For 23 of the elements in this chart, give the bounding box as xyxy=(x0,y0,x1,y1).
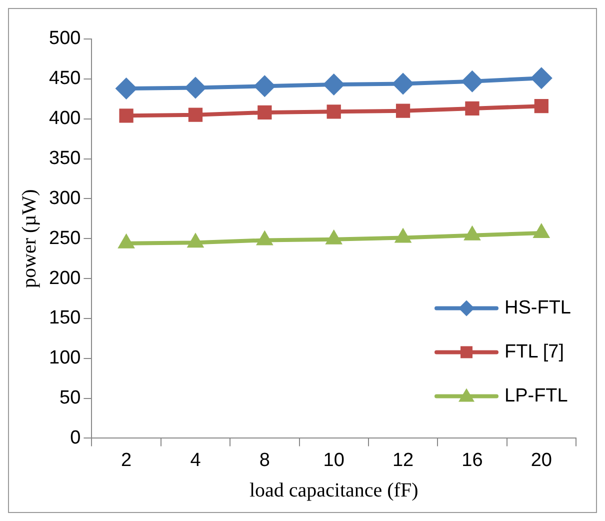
y-axis-title: power (µW) xyxy=(18,189,40,288)
y-tick-label: 300 xyxy=(49,188,81,209)
y-tick-label: 150 xyxy=(49,308,81,329)
y-tick-label: 250 xyxy=(49,228,81,249)
y-tick-label: 350 xyxy=(49,148,81,169)
y-tick-label: 450 xyxy=(49,68,81,90)
y-tick-label: 200 xyxy=(49,268,81,289)
x-axis-title: load capacitance (fF) xyxy=(249,479,418,502)
y-tick-label: 100 xyxy=(49,348,81,369)
legend-label: HS-FTL xyxy=(504,297,571,318)
legend-label: LP-FTL xyxy=(504,385,568,406)
legend-label: FTL [7] xyxy=(504,341,564,362)
x-tick-label: 12 xyxy=(392,450,414,471)
x-tick-label: 8 xyxy=(259,450,270,471)
x-tick-label: 4 xyxy=(190,450,202,471)
y-tick-label: 50 xyxy=(60,388,81,409)
x-tick-label: 16 xyxy=(462,450,483,471)
x-tick-label: 10 xyxy=(323,450,344,471)
x-tick-label: 20 xyxy=(530,450,552,471)
x-tick-label: 2 xyxy=(121,450,132,471)
y-tick-label: 0 xyxy=(70,427,81,448)
y-tick-label: 500 xyxy=(49,28,81,50)
y-tick-label: 400 xyxy=(49,108,81,130)
